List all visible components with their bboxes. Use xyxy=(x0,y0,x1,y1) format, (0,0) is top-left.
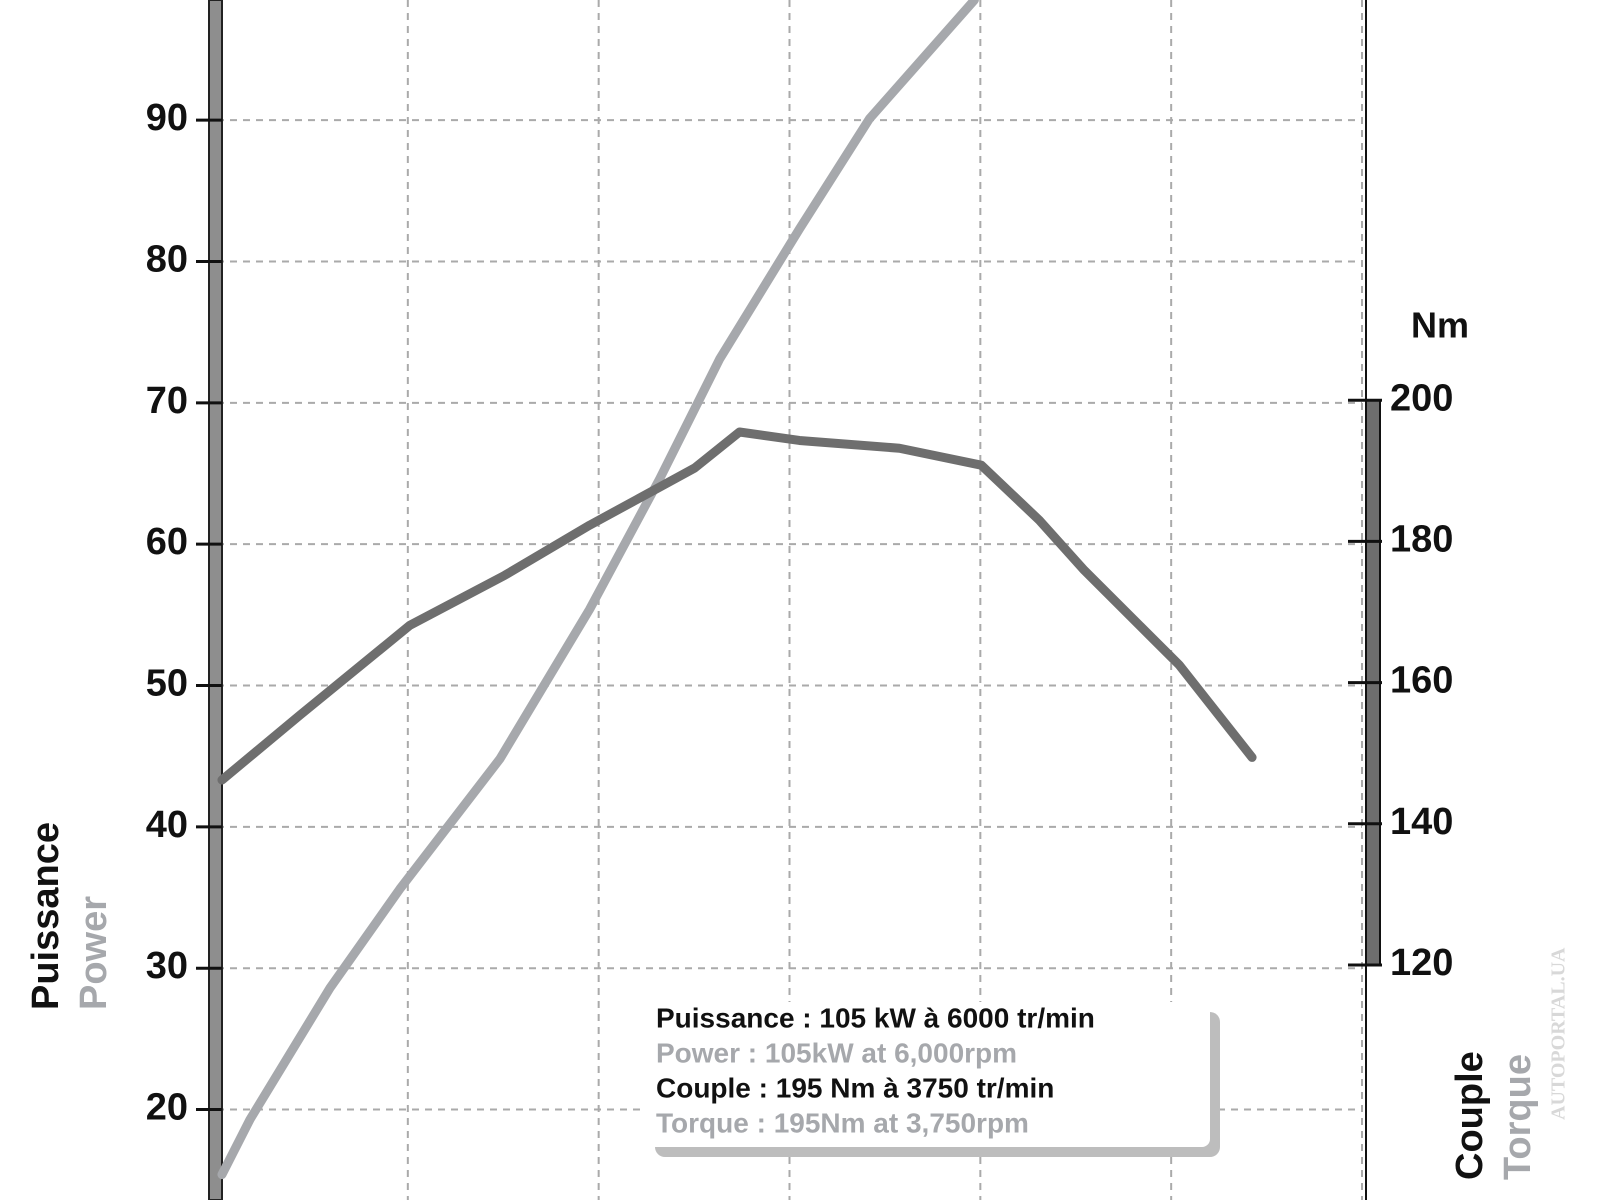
y-tick-label: 80 xyxy=(146,239,188,281)
note-line: Puissance : 105 kW à 6000 tr/min xyxy=(656,1002,1095,1033)
series-line xyxy=(217,427,1257,785)
y-tick-label: 60 xyxy=(146,521,188,563)
y-tick-label: 30 xyxy=(146,945,188,987)
y-tick-label: 20 xyxy=(146,1087,188,1129)
y2-tick-label: 140 xyxy=(1390,801,1453,843)
series-line xyxy=(217,0,979,1180)
note-line: Power : 105kW at 6,000rpm xyxy=(656,1037,1017,1068)
watermark: AUTOPORTAL.UA xyxy=(1548,947,1570,1120)
y2-tick-label: 180 xyxy=(1390,518,1453,560)
y2-tick-label: 160 xyxy=(1390,660,1453,702)
y-tick-label: 70 xyxy=(146,380,188,422)
y2-unit: Nm xyxy=(1411,305,1469,346)
y-tick-label: 90 xyxy=(146,97,188,139)
note-line: Couple : 195 Nm à 3750 tr/min xyxy=(656,1072,1054,1103)
y2-label-en: Torque xyxy=(1497,1054,1539,1180)
left-axis-bar xyxy=(208,0,223,1200)
note-box xyxy=(645,1002,1210,1147)
note-line: Torque : 195Nm at 3,750rpm xyxy=(656,1107,1029,1138)
y-label-en: Power xyxy=(73,896,115,1010)
y2-label: Couple xyxy=(1449,1051,1491,1180)
y2-tick-label: 120 xyxy=(1390,942,1453,984)
y-tick-label: 50 xyxy=(146,663,188,705)
y-label: Puissance xyxy=(25,822,67,1010)
y2-tick-label: 200 xyxy=(1390,377,1453,419)
y-tick-label: 40 xyxy=(146,804,188,846)
